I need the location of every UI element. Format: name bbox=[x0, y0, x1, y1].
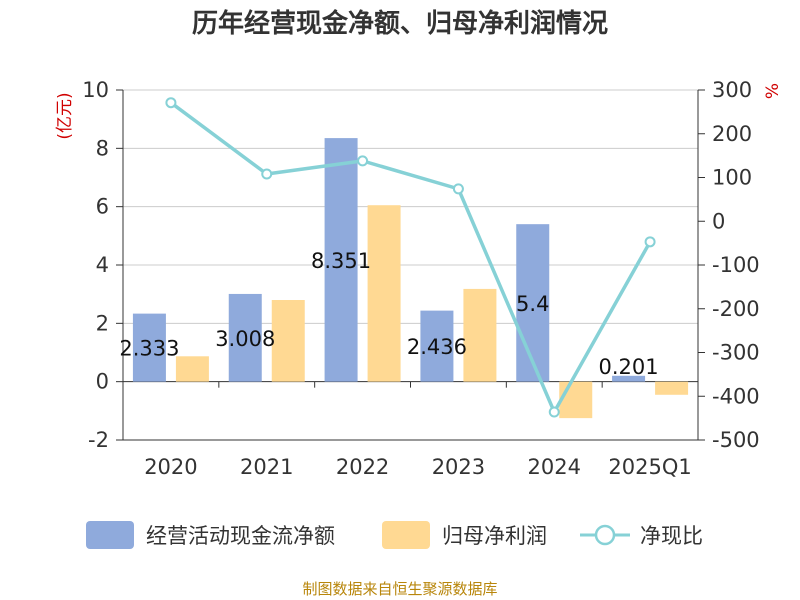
left-tick-label: 0 bbox=[96, 370, 109, 394]
bars bbox=[132, 138, 689, 419]
axes: -2 0 2 4 6 8 10 -500 -400 -300 -200 -100 0 100 200 300 bbox=[82, 78, 759, 452]
legend-label-profit: 归母净利润 bbox=[442, 524, 547, 548]
x-tick-label: 2020 bbox=[144, 455, 197, 479]
x-tick-label: 2024 bbox=[528, 455, 581, 479]
x-tick-label: 2021 bbox=[240, 455, 293, 479]
bar-value-label: 2.333 bbox=[119, 337, 179, 361]
profit-bar-2021 bbox=[271, 300, 305, 382]
source-note: 制图数据来自恒生聚源数据库 bbox=[302, 580, 497, 598]
right-tick-label: -300 bbox=[712, 341, 760, 365]
ratio-point-2020 bbox=[165, 97, 177, 109]
legend-swatch-cashflow bbox=[86, 521, 134, 549]
legend-label-ratio: 净现比 bbox=[640, 524, 703, 548]
right-tick-label: 300 bbox=[712, 78, 752, 102]
ratio-point-2023 bbox=[452, 183, 464, 195]
bar-value-label: 5.4 bbox=[516, 292, 549, 316]
ratio-point-2022 bbox=[357, 155, 369, 167]
left-tick-label: 4 bbox=[96, 253, 109, 277]
right-tick-label: 0 bbox=[712, 209, 725, 233]
left-tick-label: 10 bbox=[82, 78, 109, 102]
legend: 经营活动现金流净额 归母净利润 净现比 bbox=[86, 521, 703, 549]
cashflow-bar-2021 bbox=[228, 293, 262, 382]
profit-bar-2020 bbox=[175, 356, 209, 382]
ratio-line bbox=[165, 97, 656, 418]
cashflow-bar-2023 bbox=[420, 310, 454, 382]
right-tick-label: 200 bbox=[712, 122, 752, 146]
right-tick-label: -400 bbox=[712, 384, 760, 408]
cashflow-bar-2024 bbox=[516, 224, 550, 382]
left-tick-label: 8 bbox=[96, 136, 109, 160]
cashflow-bar-2022 bbox=[324, 138, 358, 382]
ratio-line-path bbox=[169, 101, 652, 414]
profit-bar-2022 bbox=[367, 205, 401, 382]
legend-label-cashflow: 经营活动现金流净额 bbox=[146, 524, 335, 548]
x-tick-label: 2025Q1 bbox=[608, 455, 691, 479]
bar-value-label: 3.008 bbox=[215, 327, 275, 351]
ratio-point-2025Q1 bbox=[644, 236, 656, 248]
legend-swatch-profit bbox=[382, 521, 430, 549]
bar-labels: 2.333 3.008 8.351 2.436 5.4 0.201 bbox=[119, 249, 658, 379]
profit-bar-2025Q1 bbox=[655, 381, 689, 395]
right-tick-label: -100 bbox=[712, 253, 760, 277]
bar-value-label: 2.436 bbox=[407, 335, 467, 359]
ratio-point-2021 bbox=[261, 168, 273, 180]
chart-title: 历年经营现金净额、归母净利润情况 bbox=[192, 8, 608, 39]
right-tick-label: -500 bbox=[712, 428, 760, 452]
right-tick-label: 100 bbox=[712, 166, 752, 190]
ratio-point-2024 bbox=[548, 406, 560, 418]
bar-value-label: 0.201 bbox=[599, 355, 659, 379]
right-tick-label: -200 bbox=[712, 297, 760, 321]
left-tick-label: 6 bbox=[96, 195, 109, 219]
bar-value-label: 8.351 bbox=[311, 249, 371, 273]
x-axis-ticks: 2020 2021 2022 2023 2024 2025Q1 bbox=[144, 455, 692, 479]
right-axis-unit: % bbox=[763, 83, 783, 99]
profit-bar-2023 bbox=[463, 288, 497, 382]
profit-bar-2024 bbox=[559, 381, 593, 419]
left-tick-label: -2 bbox=[88, 428, 109, 452]
cashflow-bar-2020 bbox=[132, 313, 166, 382]
x-tick-label: 2022 bbox=[336, 455, 389, 479]
left-tick-label: 2 bbox=[96, 311, 109, 335]
x-tick-label: 2023 bbox=[432, 455, 485, 479]
cashflow-bar-2025Q1 bbox=[612, 375, 646, 382]
left-axis-unit: (亿元) bbox=[55, 92, 75, 139]
legend-swatch-ratio-marker bbox=[594, 524, 616, 546]
